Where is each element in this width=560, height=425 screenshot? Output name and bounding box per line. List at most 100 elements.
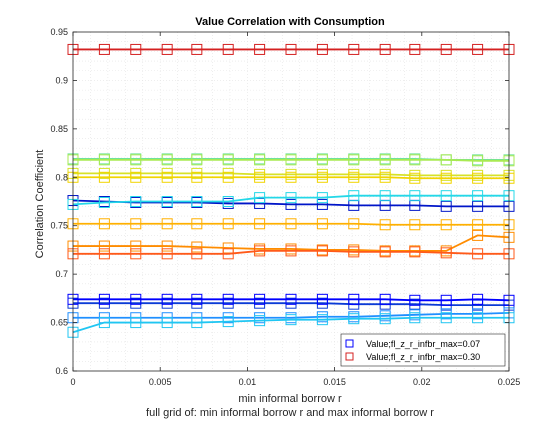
y-tick-label: 0.95 bbox=[50, 27, 68, 37]
data-point bbox=[161, 154, 173, 166]
data-point bbox=[98, 43, 110, 55]
data-point bbox=[130, 248, 142, 260]
y-tick-label: 0.75 bbox=[50, 221, 68, 231]
data-point bbox=[409, 190, 421, 202]
plot-frame bbox=[72, 31, 510, 372]
y-tick-label: 0.6 bbox=[55, 366, 68, 376]
data-point bbox=[316, 171, 328, 183]
data-point bbox=[130, 154, 142, 166]
data-point bbox=[316, 192, 328, 204]
y-tick-label: 0.8 bbox=[55, 172, 68, 182]
data-point bbox=[254, 315, 266, 327]
series-12 bbox=[67, 218, 515, 231]
data-point bbox=[222, 196, 234, 207]
series-line bbox=[73, 249, 509, 255]
data-point bbox=[161, 171, 173, 183]
data-point bbox=[254, 192, 266, 204]
data-point bbox=[222, 248, 234, 260]
series-6 bbox=[67, 312, 515, 338]
data-point bbox=[161, 218, 173, 230]
data-point bbox=[161, 43, 173, 55]
data-point bbox=[379, 313, 391, 325]
data-point bbox=[130, 43, 142, 55]
data-point bbox=[472, 229, 484, 241]
data-point bbox=[285, 43, 297, 55]
data-point bbox=[285, 192, 297, 204]
series-line bbox=[73, 158, 509, 162]
series-line bbox=[72, 194, 509, 206]
data-point bbox=[285, 293, 297, 305]
data-point bbox=[348, 246, 360, 258]
data-point bbox=[316, 218, 328, 230]
series-line bbox=[72, 199, 509, 208]
legend-label-2: Value;fl_z_r_infbr_max=0.30 bbox=[366, 352, 480, 362]
data-point bbox=[285, 314, 297, 326]
data-point bbox=[285, 218, 297, 230]
data-point bbox=[254, 218, 266, 230]
data-point bbox=[191, 293, 203, 305]
x-tick-label: 0 bbox=[70, 377, 75, 387]
data-point bbox=[316, 245, 328, 257]
x-tick-label: 0.015 bbox=[323, 377, 346, 387]
series-1 bbox=[67, 293, 515, 306]
legend-box bbox=[340, 333, 506, 367]
series-line bbox=[73, 311, 510, 319]
x-tick-label: 0.005 bbox=[149, 377, 172, 387]
y-tick-label: 0.7 bbox=[55, 269, 68, 279]
data-point bbox=[130, 171, 142, 183]
data-point bbox=[130, 293, 142, 305]
data-point bbox=[472, 43, 484, 55]
data-point bbox=[348, 293, 360, 305]
data-point bbox=[191, 43, 203, 55]
legend-marker-2 bbox=[345, 352, 354, 361]
series-2 bbox=[67, 43, 515, 55]
legend-marker-1 bbox=[345, 339, 354, 348]
data-point bbox=[348, 171, 360, 183]
data-point bbox=[191, 248, 203, 260]
data-point bbox=[440, 247, 452, 259]
data-point bbox=[98, 171, 110, 183]
data-point bbox=[98, 248, 110, 260]
grid bbox=[73, 32, 509, 371]
data-point bbox=[130, 317, 142, 329]
data-point bbox=[191, 171, 203, 183]
data-point bbox=[472, 312, 484, 324]
data-point bbox=[98, 154, 110, 166]
data-point bbox=[409, 312, 421, 324]
y-axis-label: Correlation Coefficient bbox=[34, 150, 46, 259]
series-7 bbox=[67, 190, 515, 210]
data-point bbox=[98, 218, 110, 230]
series-14 bbox=[67, 245, 515, 260]
data-point bbox=[440, 294, 452, 306]
series-line bbox=[73, 172, 509, 177]
data-point bbox=[161, 317, 173, 329]
data-point bbox=[191, 154, 203, 166]
data-point bbox=[348, 313, 360, 325]
y-tick-label: 0.65 bbox=[50, 318, 68, 328]
data-point bbox=[409, 246, 421, 258]
data-point bbox=[98, 317, 110, 329]
series-line bbox=[73, 222, 509, 226]
series-line bbox=[73, 176, 509, 180]
data-point bbox=[161, 293, 173, 305]
x-tick-label: 0.025 bbox=[498, 377, 521, 387]
data-point bbox=[222, 171, 234, 183]
data-point bbox=[379, 43, 391, 55]
series-line bbox=[73, 302, 509, 307]
data-point bbox=[130, 196, 142, 207]
data-point bbox=[409, 43, 421, 55]
chart-title: Value Correlation with Consumption bbox=[195, 16, 385, 28]
data-point bbox=[472, 155, 484, 167]
data-point bbox=[440, 200, 452, 212]
data-point bbox=[472, 200, 484, 212]
series-line bbox=[73, 234, 510, 252]
data-point bbox=[409, 154, 421, 166]
data-point bbox=[254, 154, 266, 166]
data-point bbox=[316, 293, 328, 305]
data-point bbox=[285, 154, 297, 166]
data-point bbox=[222, 154, 234, 166]
series-line bbox=[72, 316, 509, 334]
data-point bbox=[316, 43, 328, 55]
data-point bbox=[285, 245, 297, 257]
